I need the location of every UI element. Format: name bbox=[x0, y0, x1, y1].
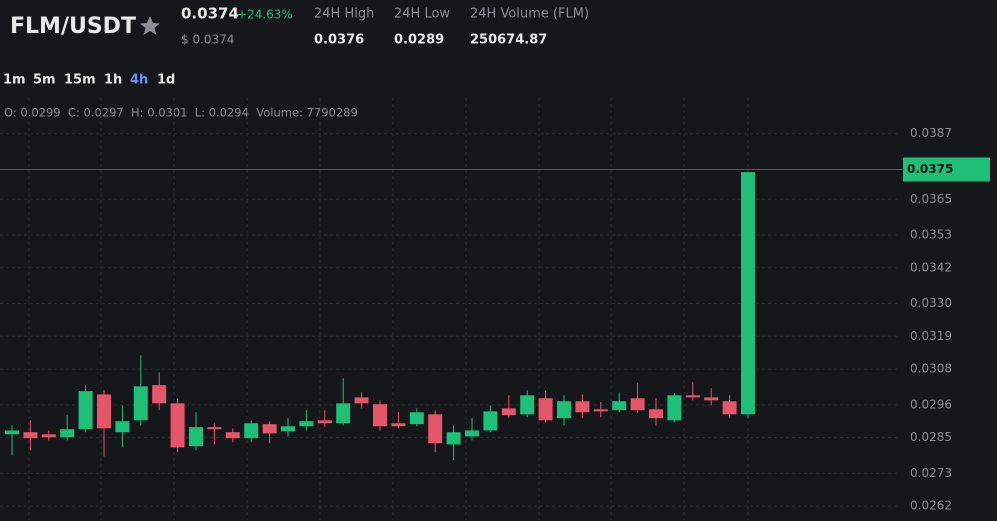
candle-body bbox=[722, 401, 737, 415]
candle-body bbox=[244, 423, 259, 439]
candle-body bbox=[704, 397, 719, 401]
y-tick-label: 0.0365 bbox=[910, 192, 952, 206]
candle-body bbox=[428, 414, 443, 444]
candle-body bbox=[391, 423, 406, 427]
candle-body bbox=[299, 421, 314, 427]
candle-body bbox=[133, 386, 148, 421]
candle-body bbox=[262, 424, 277, 434]
timeframe[interactable]: 1d bbox=[157, 73, 175, 88]
y-tick-label: 0.0387 bbox=[910, 126, 952, 140]
candle-body bbox=[189, 427, 203, 447]
candle-body bbox=[41, 434, 56, 438]
y-tick-label: 0.0342 bbox=[910, 260, 952, 274]
last-price-label: 0.0375 bbox=[907, 162, 953, 176]
stat-value: 250674.87 bbox=[470, 33, 547, 48]
timeframe[interactable]: 1h bbox=[104, 73, 122, 88]
y-tick-label: 0.0308 bbox=[910, 362, 952, 376]
price: 0.0374 bbox=[181, 5, 239, 23]
y-tick-label: 0.0296 bbox=[910, 397, 952, 411]
candle-body bbox=[170, 403, 185, 448]
candle-body bbox=[78, 391, 93, 430]
candle-body bbox=[465, 430, 479, 437]
timeframe[interactable]: 5m bbox=[33, 73, 56, 88]
candle-body bbox=[5, 430, 19, 435]
y-tick-label: 0.0262 bbox=[910, 499, 952, 513]
last-price-box bbox=[903, 157, 990, 182]
stat-value: 0.0289 bbox=[394, 33, 444, 48]
candle-body bbox=[501, 408, 516, 416]
candle-body bbox=[152, 385, 167, 404]
candle-body bbox=[207, 427, 222, 430]
candle-body bbox=[225, 432, 240, 439]
candle-body bbox=[60, 429, 75, 438]
y-tick-label: 0.0330 bbox=[910, 296, 952, 310]
candle-body bbox=[23, 432, 38, 439]
candle-body bbox=[317, 420, 332, 424]
candle-body bbox=[446, 432, 461, 445]
candle-body bbox=[373, 404, 387, 427]
stat-label: 24H Low bbox=[394, 7, 450, 22]
y-tick-label: 0.0319 bbox=[910, 329, 952, 343]
ohlc-legend: O: 0.0299 C: 0.0297 H: 0.0301 L: 0.0294 … bbox=[4, 106, 358, 120]
candle-body bbox=[575, 401, 590, 413]
stat-value: 0.0376 bbox=[314, 33, 364, 48]
candle-body bbox=[409, 412, 424, 425]
timeframe[interactable]: 1m bbox=[3, 73, 26, 88]
candle-body bbox=[630, 398, 645, 411]
stat-label: 24H High bbox=[314, 7, 374, 22]
candle-body bbox=[281, 426, 295, 432]
candle-body bbox=[557, 401, 571, 419]
candle-body bbox=[649, 409, 663, 419]
candle-body bbox=[741, 172, 755, 415]
pair: FLM/USDT bbox=[10, 14, 136, 39]
candle-body bbox=[593, 409, 608, 412]
favorite-star[interactable] bbox=[140, 16, 160, 35]
y-tick-label: 0.0285 bbox=[910, 430, 952, 444]
candle-body bbox=[115, 421, 130, 433]
candle-body bbox=[612, 401, 627, 411]
candle-body bbox=[538, 398, 553, 421]
candle-body bbox=[685, 395, 700, 398]
timeframe[interactable]: 4h bbox=[130, 73, 148, 88]
candle-body bbox=[483, 411, 498, 431]
candle-body bbox=[336, 403, 351, 424]
candle-body bbox=[520, 395, 535, 415]
y-tick-label: 0.0273 bbox=[910, 466, 952, 480]
timeframe[interactable]: 15m bbox=[64, 73, 96, 88]
candle-body bbox=[667, 395, 682, 421]
candle-body bbox=[354, 397, 369, 404]
y-tick-label: 0.0353 bbox=[910, 228, 952, 242]
stat-label: 24H Volume (FLM) bbox=[470, 7, 589, 22]
change: +24.63% bbox=[237, 8, 293, 22]
usd-price: $ 0.0374 bbox=[181, 33, 234, 47]
candle-body bbox=[97, 394, 111, 429]
